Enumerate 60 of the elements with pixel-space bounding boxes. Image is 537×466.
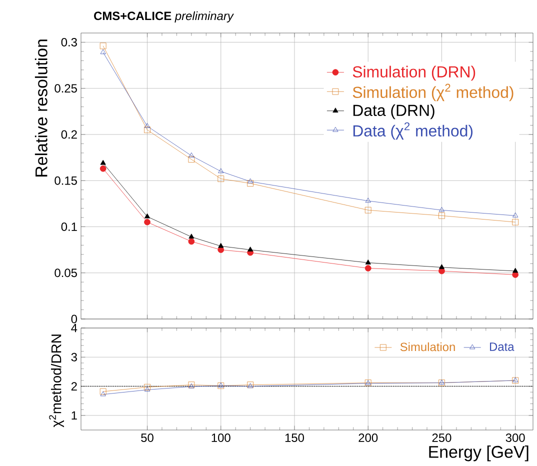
y-tick-label: 0.05 <box>54 268 77 278</box>
point <box>100 391 106 396</box>
point <box>188 152 194 158</box>
point <box>512 212 518 218</box>
point <box>100 42 106 50</box>
point <box>218 168 224 174</box>
y-tick-label: 0.25 <box>54 84 77 93</box>
x-tick-label: 50 <box>141 434 154 442</box>
point <box>364 265 372 272</box>
point <box>144 122 150 128</box>
y-axis-title: Relative resolution <box>34 40 48 176</box>
point <box>365 260 371 264</box>
x-tick-label: 150 <box>285 434 304 442</box>
point <box>100 165 106 172</box>
point <box>144 213 150 218</box>
point <box>144 126 150 134</box>
point <box>438 212 445 219</box>
point <box>438 206 445 212</box>
y-tick-label: 3 <box>71 352 77 362</box>
legend-label: Simulation (χ$^{2}$ method) <box>352 84 514 102</box>
chart-title: CMS+CALICE preliminary <box>94 11 234 23</box>
y-tick-label: 0 <box>71 314 78 324</box>
point <box>188 238 195 245</box>
point <box>100 49 106 54</box>
legend-label: Data <box>490 342 514 351</box>
point <box>248 246 254 252</box>
point <box>100 160 106 165</box>
point <box>364 206 372 214</box>
point <box>438 264 445 270</box>
x-tick-label: 100 <box>212 434 230 442</box>
point <box>438 268 445 274</box>
y-tick-label: 0.2 <box>61 130 77 139</box>
y-tick-label: 0.3 <box>61 38 77 46</box>
point <box>365 198 371 203</box>
point <box>188 234 194 239</box>
x-tick-label: 250 <box>432 434 452 442</box>
y-axis-title: χ$^{2}$method/DRN <box>49 334 64 428</box>
y-tick-label: 2 <box>71 382 77 390</box>
point <box>218 242 224 248</box>
x-axis-title: Energy [GeV] <box>429 445 528 462</box>
point <box>512 268 518 273</box>
point <box>512 218 519 226</box>
legend-label: Data (χ$^{2}$ method) <box>353 122 473 140</box>
point <box>218 176 224 182</box>
point <box>144 218 150 226</box>
y-tick-label: 4 <box>71 324 78 332</box>
legend-label: Simulation (DRN) <box>352 66 476 81</box>
point <box>144 384 150 390</box>
x-tick-label: 200 <box>358 434 378 442</box>
legend-label: Data (DRN) <box>353 104 434 120</box>
point <box>100 388 106 395</box>
point <box>188 156 195 163</box>
y-tick-label: 1 <box>72 411 77 420</box>
y-tick-label: 0.1 <box>61 222 77 231</box>
y-tick-label: 0.15 <box>54 176 77 185</box>
legend-label: Simulation <box>400 342 455 352</box>
point <box>248 178 254 184</box>
point <box>144 386 150 392</box>
point <box>247 180 254 187</box>
x-tick-label: 300 <box>506 434 525 442</box>
